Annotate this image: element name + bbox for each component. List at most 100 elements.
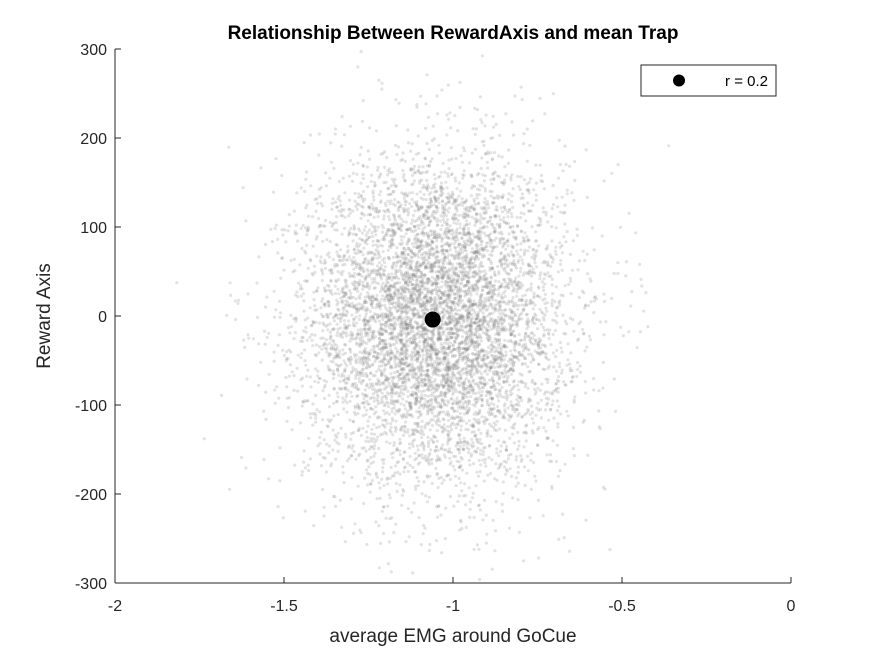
data-point — [342, 481, 346, 485]
data-point — [501, 300, 505, 304]
data-point — [420, 256, 424, 261]
data-point — [485, 356, 489, 360]
data-point — [202, 437, 206, 441]
data-point — [439, 181, 444, 185]
data-point — [555, 378, 560, 382]
data-point — [480, 288, 484, 292]
data-point — [576, 361, 580, 365]
data-point — [394, 427, 398, 431]
data-point — [545, 309, 549, 313]
data-point — [315, 197, 319, 201]
data-point — [462, 392, 466, 396]
data-point — [349, 432, 353, 436]
data-point — [321, 315, 325, 319]
data-point — [479, 372, 483, 376]
data-point — [377, 78, 381, 82]
data-point — [386, 228, 390, 232]
data-point — [382, 236, 386, 241]
data-point — [240, 455, 244, 460]
data-point — [529, 282, 534, 286]
data-point — [427, 453, 431, 457]
data-point — [352, 449, 356, 454]
data-point — [543, 112, 547, 116]
data-point — [391, 255, 395, 259]
data-point — [510, 474, 514, 479]
data-point — [382, 483, 386, 488]
data-point — [317, 351, 321, 355]
data-point — [401, 384, 405, 388]
data-point — [463, 289, 467, 293]
data-point — [373, 444, 377, 448]
data-point — [550, 239, 554, 243]
data-point — [484, 208, 488, 212]
data-point — [447, 377, 451, 381]
data-point — [452, 382, 456, 386]
data-point — [227, 145, 231, 149]
data-point — [555, 314, 559, 318]
data-point — [401, 151, 405, 155]
data-point — [417, 375, 421, 379]
data-point — [521, 308, 525, 312]
data-point — [448, 326, 452, 330]
data-point — [453, 364, 457, 368]
data-point — [353, 381, 357, 385]
data-point — [487, 456, 491, 460]
data-point — [451, 421, 455, 425]
data-point — [474, 255, 478, 259]
data-point — [550, 277, 554, 281]
data-point — [550, 487, 554, 491]
data-point — [474, 484, 478, 488]
data-point — [504, 472, 508, 476]
data-point — [420, 368, 424, 372]
data-point — [370, 277, 374, 281]
data-point — [346, 324, 350, 328]
data-point — [507, 359, 511, 363]
data-point — [459, 455, 463, 460]
data-point — [317, 216, 321, 221]
data-point — [373, 276, 377, 280]
data-point — [536, 401, 540, 405]
data-point — [416, 269, 420, 273]
data-point — [515, 294, 519, 298]
data-point — [498, 222, 502, 226]
data-point — [438, 301, 442, 305]
data-point — [351, 295, 355, 299]
data-point — [441, 351, 445, 355]
data-point — [559, 346, 563, 350]
data-point — [540, 310, 544, 314]
data-point — [579, 320, 583, 324]
data-point — [402, 289, 406, 293]
data-point — [644, 290, 648, 295]
data-point — [446, 370, 450, 374]
data-point — [566, 342, 570, 346]
data-point — [332, 414, 336, 418]
data-point — [278, 446, 282, 450]
data-point — [549, 391, 553, 395]
data-point — [394, 264, 398, 268]
data-point — [467, 458, 471, 462]
data-point — [376, 239, 380, 243]
data-point — [437, 235, 441, 239]
data-point — [272, 315, 277, 319]
data-point — [398, 441, 403, 445]
data-point — [365, 281, 369, 285]
data-point — [462, 482, 467, 486]
data-point — [335, 391, 339, 395]
data-point — [299, 356, 303, 360]
data-point — [483, 197, 487, 201]
data-point — [490, 361, 494, 365]
data-point — [422, 445, 426, 449]
data-point — [553, 319, 557, 323]
data-point — [344, 292, 348, 297]
data-point — [416, 255, 421, 259]
data-point — [378, 331, 382, 335]
data-point — [362, 396, 366, 401]
data-point — [416, 376, 421, 380]
data-point — [449, 307, 454, 312]
data-point — [369, 348, 373, 352]
data-point — [352, 431, 356, 435]
data-point — [373, 451, 377, 455]
data-point — [331, 428, 335, 432]
data-point — [467, 214, 471, 219]
data-point — [399, 402, 403, 406]
